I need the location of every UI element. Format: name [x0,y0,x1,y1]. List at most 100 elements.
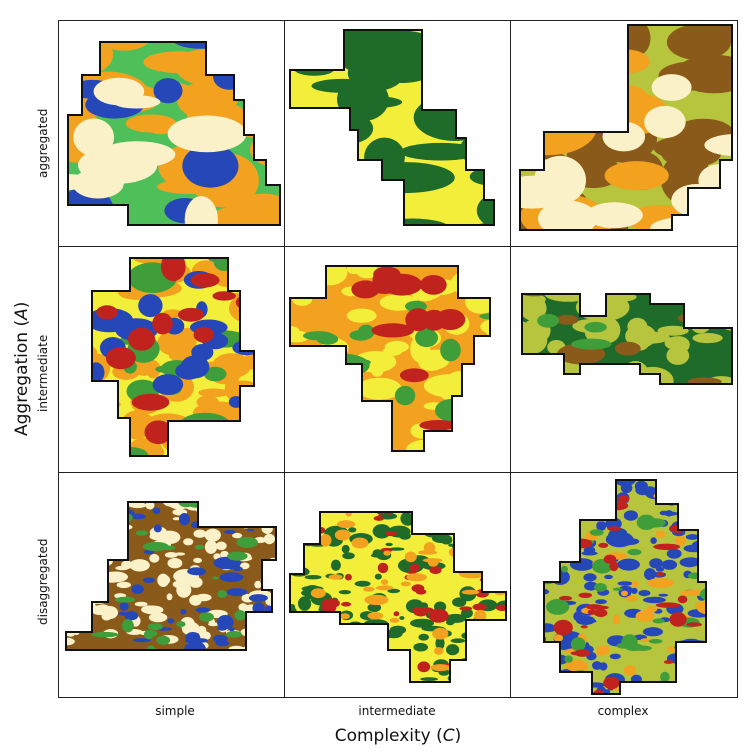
patch-cream [159,479,176,493]
patch-green_dark [481,624,492,627]
patch-blue [232,340,254,356]
patch-yellow_green [578,413,620,439]
patch-green_mid [99,666,115,675]
patch-cream [230,689,240,692]
patch-green_dark [379,657,394,662]
patch-red [548,644,559,657]
patch-green_mid [194,444,221,456]
patch-green_mid [633,683,642,690]
patch-orange [380,579,389,585]
patch-blue [720,593,731,605]
column-label-simple: simple [155,704,195,718]
patch-green_dark [329,640,340,646]
patch-green_mid [295,428,328,447]
patch-blue [517,600,526,603]
patch-blue [682,557,700,564]
patch-orange [205,437,230,455]
x-axis-symbol: C [442,726,455,746]
patch-orange [544,685,545,689]
column-label-complex: complex [597,704,649,718]
patch-red [553,619,573,636]
patch-green_mid [543,435,558,446]
patch-green_mid [534,246,556,265]
patch-red [338,503,355,509]
patch-blue [668,489,682,496]
patch-cream [263,621,273,625]
patch-blue [67,587,76,600]
patch-green_mid [712,512,726,517]
patch-cream [184,196,218,225]
patch-yellow [312,266,348,286]
patch-orange [553,634,564,642]
row-label-aggregated: aggregated [36,108,50,178]
patch-blue [144,488,151,494]
patch-blue [131,584,144,595]
patch-green_dark [371,645,388,653]
patch-yellow [321,439,346,451]
patch-red [413,474,429,485]
patch-cream [197,233,235,246]
patch-green_mid [537,313,559,328]
patch-green_mid [91,631,119,638]
patch-green_dark [297,632,314,643]
patch-green_mid [482,390,490,398]
patch-blue [708,692,722,698]
patch-red [713,540,723,545]
patch-red [591,605,609,610]
patch-yellow_green [657,325,689,336]
patch-blue [193,571,205,576]
x-axis-title-text: Complexity [334,726,431,746]
patch-cream [87,672,102,681]
patch-blue [523,639,534,650]
patch-cream [134,601,148,607]
patch-cream [270,502,276,507]
patch-green_dark [302,512,320,515]
patch-orange [196,395,219,409]
patch-green_dark [290,548,302,557]
patch-green_dark [342,693,356,699]
patch-orange [255,92,280,145]
patch-red [290,677,298,682]
patch-green_dark [365,660,383,674]
patch-yellow_green [591,387,636,410]
patch-cream [537,200,598,230]
patch-orange [226,193,280,225]
map-svg [67,41,281,246]
patch-red [310,496,325,501]
patch-yellow [296,392,325,403]
patch-blue [552,687,570,692]
patch-red [144,420,173,445]
patch-green_dark [475,540,493,547]
patch-yellow [497,252,510,267]
patch-yellow_green [510,278,535,293]
patch-cream [172,694,195,698]
patch-yellow_green [538,384,553,397]
patch-yellow [480,384,490,395]
patch-blue [587,472,599,475]
patch-blue [630,587,638,594]
patch-green_dark [454,528,464,536]
patch-orange [601,49,650,74]
patch-green_mid [396,454,418,469]
patch-green_mid [93,682,99,688]
patch-red [464,535,483,542]
patch-yellow_green [510,425,533,435]
patch-green_mid [673,458,708,472]
patch-green_mid [611,458,638,471]
patch-blue [182,144,239,188]
patch-green_mid [584,321,607,333]
patch-green_mid [290,389,301,405]
patch-cream [135,483,149,491]
patch-yellow_green [588,261,625,273]
patch-yellow [387,246,422,254]
patch-orange [404,551,417,563]
patch-green_mid [58,461,85,472]
patch-orange [336,520,356,529]
patch-cream [204,540,218,554]
patch-green_mid [443,436,487,450]
landscape-boundary [521,293,733,385]
patch-green_dark [292,494,306,501]
patch-blue [525,513,534,522]
patch-orange [655,530,666,538]
patch-red [329,658,343,668]
